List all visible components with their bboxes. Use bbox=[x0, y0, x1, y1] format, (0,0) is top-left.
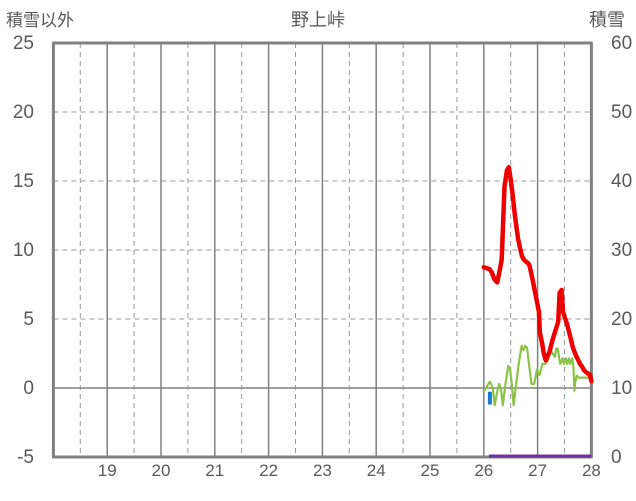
svg-text:19: 19 bbox=[98, 461, 117, 480]
svg-text:20: 20 bbox=[13, 102, 34, 123]
svg-text:40: 40 bbox=[611, 171, 632, 192]
svg-text:23: 23 bbox=[313, 461, 332, 480]
svg-text:0: 0 bbox=[611, 447, 622, 468]
svg-text:24: 24 bbox=[367, 461, 386, 480]
svg-text:5: 5 bbox=[23, 309, 34, 330]
svg-text:0: 0 bbox=[23, 378, 34, 399]
svg-text:20: 20 bbox=[152, 461, 171, 480]
svg-text:60: 60 bbox=[611, 33, 632, 54]
svg-text:15: 15 bbox=[13, 171, 34, 192]
svg-text:30: 30 bbox=[611, 240, 632, 261]
svg-text:21: 21 bbox=[205, 461, 224, 480]
svg-text:10: 10 bbox=[13, 240, 34, 261]
svg-text:20: 20 bbox=[611, 309, 632, 330]
svg-text:26: 26 bbox=[474, 461, 493, 480]
svg-text:25: 25 bbox=[421, 461, 440, 480]
svg-text:22: 22 bbox=[259, 461, 278, 480]
svg-text:25: 25 bbox=[13, 33, 34, 54]
svg-text:28: 28 bbox=[582, 461, 601, 480]
svg-text:50: 50 bbox=[611, 102, 632, 123]
svg-text:-5: -5 bbox=[17, 447, 34, 468]
svg-text:27: 27 bbox=[528, 461, 547, 480]
svg-text:10: 10 bbox=[611, 378, 632, 399]
